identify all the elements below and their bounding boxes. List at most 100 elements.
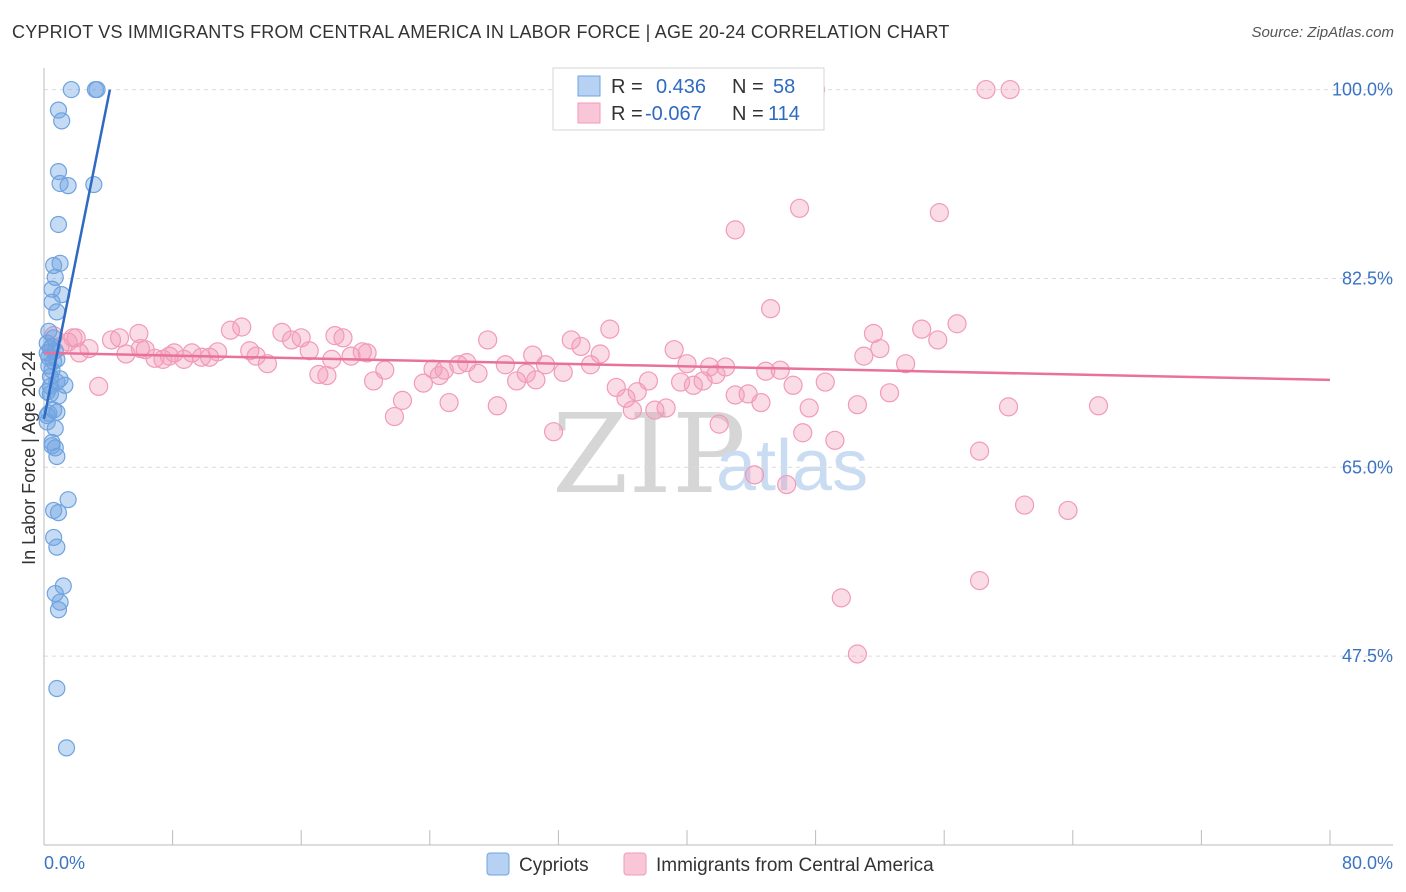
point-central-america [600,319,620,339]
point-central-america [709,414,729,434]
point-central-america [129,323,149,344]
y-tick-label: 82.5% [1342,268,1393,288]
point-central-america [384,406,405,427]
point-central-america [309,364,329,385]
chart-title: CYPRIOT VS IMMIGRANTS FROM CENTRAL AMERI… [12,22,950,42]
point-cypriots [48,303,66,321]
source-label: Source: ZipAtlas.com [1251,24,1394,41]
point-central-america [976,79,996,100]
point-central-america [606,377,626,398]
point-central-america [756,361,776,381]
point-central-america [870,338,890,359]
point-central-america [1088,396,1109,416]
point-central-america [439,392,459,413]
series-legend: Cypriots Immigrants from Central America [486,852,934,876]
trend-line-cypriots [42,89,112,419]
point-central-america [317,365,337,386]
point-central-america [879,383,900,403]
point-central-america [969,571,990,591]
point-central-america [89,376,109,396]
point-central-america [208,342,228,362]
legend-n-label-central-america: N = [732,103,764,125]
y-tick-label: 65.0% [1342,457,1393,477]
legend-r-label-cypriots: R = [611,76,643,98]
bottom-legend-label-cypriots: Cypriots [519,855,589,876]
point-central-america [523,345,543,365]
axes [43,68,1393,846]
point-central-america [392,390,413,410]
point-central-america [507,371,527,391]
point-central-america [333,328,353,348]
watermark-atlas: atlas [716,426,868,506]
point-cypriots [88,80,106,99]
point-central-america [232,317,252,337]
point-central-america [677,354,697,374]
point-central-america [571,336,591,357]
point-cypriots [46,439,64,457]
point-cypriots [45,528,63,547]
point-cypriots [49,504,68,522]
point-central-america [516,363,536,384]
point-cypriots [51,370,69,388]
point-central-america [66,328,86,348]
point-central-america [299,341,319,361]
point-central-america [664,340,684,360]
point-central-america [706,364,726,385]
legend-swatch-cypriots [577,75,601,97]
point-central-america [847,644,867,664]
point-cypriots [57,739,76,757]
point-central-america [272,322,292,342]
point-cypriots [49,601,68,619]
bottom-legend-swatch-central-america [623,852,647,876]
point-central-america [770,360,790,380]
point-central-america [220,320,241,340]
point-cypriots [43,280,61,298]
point-cypriots [38,413,56,431]
point-central-america [145,348,165,368]
point-cypriots [62,80,80,99]
point-central-america [1014,495,1035,515]
point-cypriots [46,584,64,603]
point-central-america [130,338,151,359]
point-central-america [495,355,515,375]
point-cypriots [49,215,68,234]
point-cypriots [43,433,61,452]
legend-n-value-central-america: 114 [768,103,800,125]
point-cypriots [48,538,66,556]
point-central-america [969,441,990,461]
y-tick-labels: 47.5% 65.0% 82.5% 100.0% [1332,80,1393,667]
point-central-america [240,341,260,361]
point-central-america [751,392,771,413]
point-central-america [896,354,916,374]
point-central-america [760,299,781,319]
point-central-america [478,330,498,350]
point-cypriots [49,387,68,405]
point-central-america [590,344,610,364]
point-central-america [325,326,345,346]
legend-r-value-central-america: -0.067 [645,103,702,125]
trend-lines [42,89,1331,419]
point-cypriots [43,293,61,311]
point-central-america [670,372,691,392]
point-cypriots [85,175,103,194]
point-central-america [793,423,813,443]
point-central-america [928,330,948,350]
series-cypriots [38,80,106,757]
point-central-america [526,370,546,390]
x-tick-label-min: 0.0% [44,853,85,873]
point-central-america [561,330,581,350]
point-cypriots [53,112,71,130]
point-central-america [622,400,642,420]
point-central-america [434,360,454,380]
point-central-america [656,398,676,418]
point-central-america [553,362,573,382]
point-central-america [487,396,507,416]
legend-swatch-central-america [577,102,601,124]
point-central-america [1000,79,1020,100]
bottom-legend-label-central-america: Immigrants from Central America [656,855,934,876]
point-central-america [825,430,845,450]
point-cypriots [49,101,68,119]
legend-r-label-central-america: R = [611,103,643,125]
point-central-america [375,360,395,380]
